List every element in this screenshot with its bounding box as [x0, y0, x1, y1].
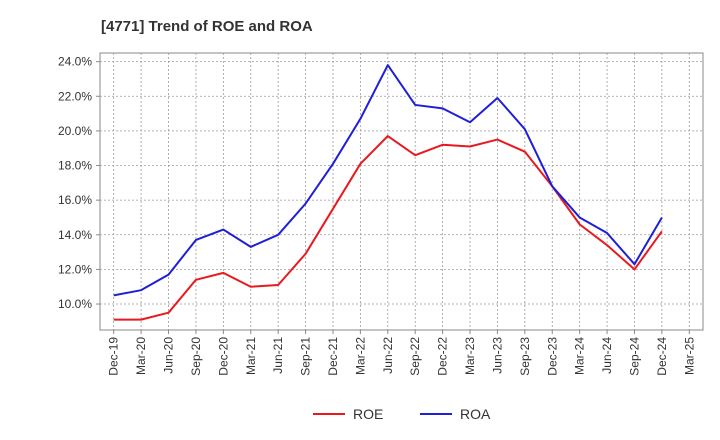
x-tick-label: Sep-22: [408, 337, 422, 376]
x-tick-label: Mar-21: [244, 337, 258, 375]
series-lines: [113, 64, 663, 321]
y-tick-label: 20.0%: [58, 124, 92, 138]
x-tick-label: Jun-24: [600, 337, 614, 374]
x-tick-label: Mar-23: [463, 337, 477, 375]
x-tick-label: Dec-21: [326, 337, 340, 376]
x-axis-ticks: Dec-19 Mar-20 Jun-20 Sep-20 Dec-20 Mar-21 Jun-…: [107, 330, 696, 376]
y-tick-label: 22.0%: [58, 89, 92, 103]
legend: ROE ROA: [313, 406, 491, 422]
x-tick-label: Mar-20: [134, 337, 148, 375]
x-tick-label: Jun-20: [162, 337, 176, 374]
x-tick-label: Mar-25: [682, 337, 696, 375]
y-tick-label: 16.0%: [58, 193, 92, 207]
x-tick-label: Dec-23: [545, 337, 559, 376]
x-tick-label: Dec-24: [655, 337, 669, 376]
plot-area: [99, 52, 704, 331]
x-tick-label: Dec-22: [436, 337, 450, 376]
x-tick-label: Sep-21: [299, 337, 313, 376]
x-tick-label: Jun-22: [381, 337, 395, 374]
x-tick-label: Jun-21: [271, 337, 285, 374]
y-tick-label: 10.0%: [58, 297, 92, 311]
y-tick-label: 12.0%: [58, 262, 92, 276]
y-tick-label: 14.0%: [58, 228, 92, 242]
grid-lines: [100, 53, 703, 330]
x-tick-label: Mar-24: [573, 337, 587, 375]
x-tick-label: Mar-22: [353, 337, 367, 375]
y-tick-label: 24.0%: [58, 55, 92, 69]
series-line-roa: [113, 64, 663, 297]
y-axis-ticks: 10.0% 12.0% 14.0% 16.0% 18.0% 20.0% 22.0% 24.0%: [58, 55, 100, 311]
legend-label-roa: ROA: [460, 406, 491, 422]
x-tick-label: Dec-20: [216, 337, 230, 376]
x-tick-label: Sep-24: [627, 337, 641, 376]
chart-title: [4771] Trend of ROE and ROA: [101, 18, 313, 35]
x-tick-label: Sep-23: [518, 337, 532, 376]
legend-label-roe: ROE: [353, 406, 383, 422]
series-line-roe: [113, 135, 663, 321]
y-tick-label: 18.0%: [58, 159, 92, 173]
x-tick-label: Sep-20: [189, 337, 203, 376]
x-tick-label: Jun-23: [490, 337, 504, 374]
x-tick-label: Dec-19: [107, 337, 121, 376]
